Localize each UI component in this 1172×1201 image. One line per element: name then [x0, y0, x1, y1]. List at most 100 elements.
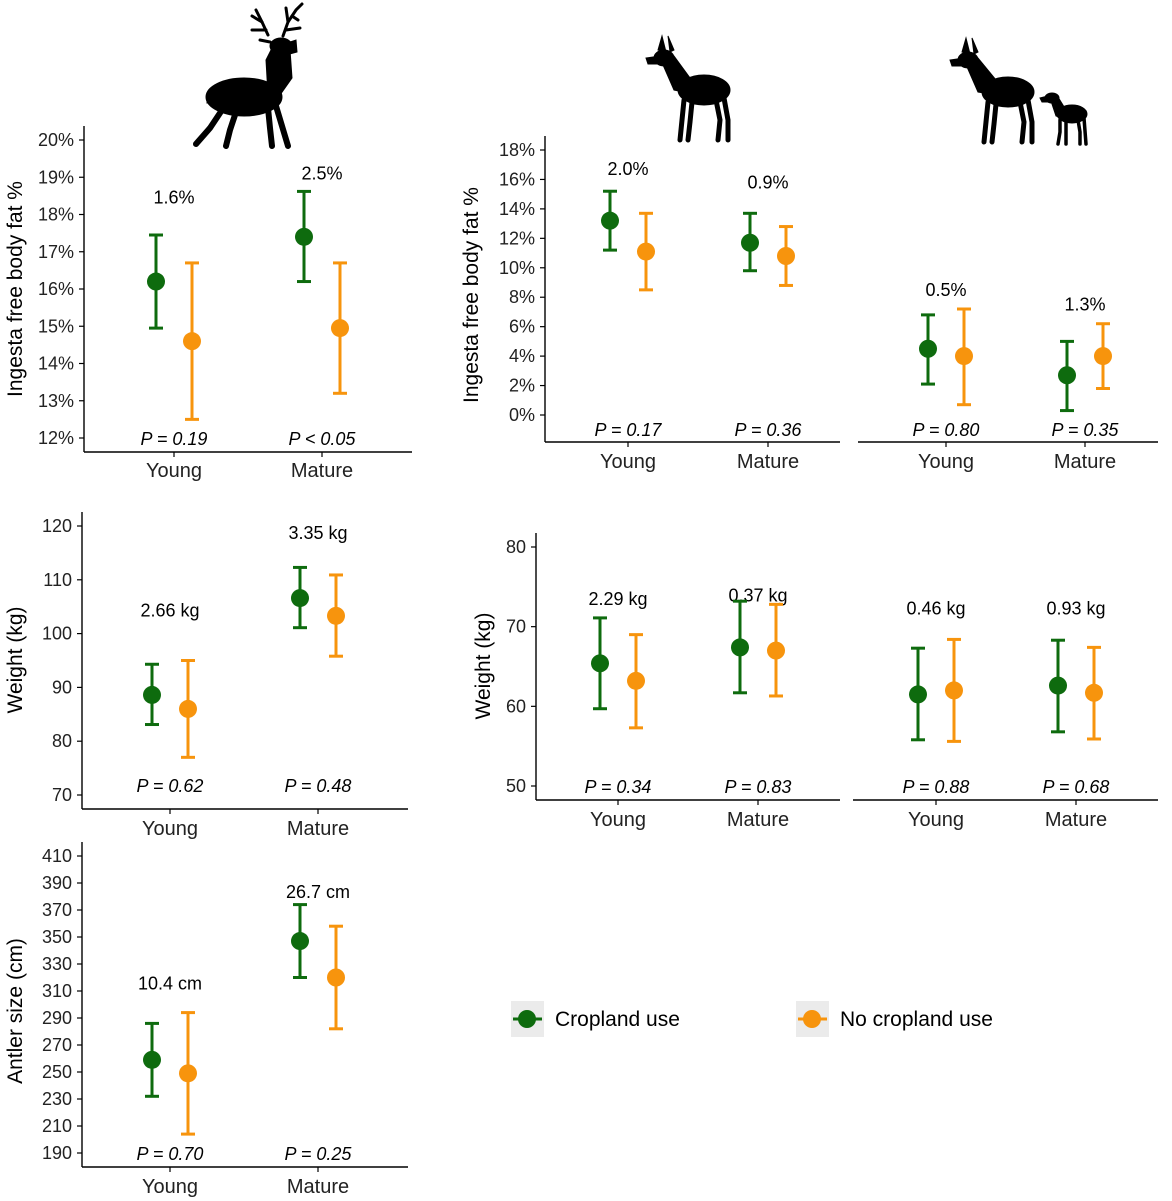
mean-marker [1085, 683, 1103, 702]
point-no-cropland-use-mature [777, 225, 795, 287]
point-no-cropland-use-young [183, 261, 201, 421]
y-tick-label: 8% [509, 287, 535, 307]
x-tick-label-mature: Mature [1045, 809, 1107, 831]
x-tick-label-mature: Mature [737, 451, 799, 473]
mean-marker [147, 272, 165, 291]
y-tick-label: 290 [42, 1008, 72, 1028]
y-tick-label: 410 [42, 846, 72, 866]
p-value-label-young: P = 0.62 [137, 776, 204, 796]
panel-hind-weight: 50 60 70 80 Weight (kg) Young 2.29 kg P = 0.34 M… [472, 533, 840, 831]
panel-stag-fat: 12% 13% 14% 15% 16% 17% 18% 19% 20% Ingesta free … [4, 126, 412, 482]
y-tick-label: 120 [42, 516, 72, 536]
mean-marker [731, 638, 749, 657]
mean-marker [591, 654, 609, 673]
p-value-label-mature: P = 0.25 [285, 1144, 353, 1164]
y-axis-label: Ingesta free body fat % [4, 181, 27, 397]
panel-hindcalf-fat: Young 0.5% P = 0.80 Mature 1.3% P = 0.35 [858, 280, 1158, 473]
x-tick-label-young: Young [600, 451, 656, 473]
point-cropland-use-young [601, 189, 619, 252]
panel-stag-weight: 70 80 90 100 110 120 Weight (kg) Young 2.66 kg P … [4, 512, 408, 840]
difference-label-mature: 1.3% [1064, 295, 1105, 315]
difference-label-young: 0.46 kg [906, 598, 965, 618]
p-value-label-young: P = 0.88 [903, 777, 970, 797]
point-no-cropland-use-mature [327, 573, 345, 658]
y-tick-label: 80 [52, 731, 72, 751]
y-tick-label: 390 [42, 873, 72, 893]
point-no-cropland-use-mature [331, 261, 349, 395]
legend-marker-no-cropland [803, 1010, 821, 1028]
point-cropland-use-mature [1058, 339, 1076, 413]
p-value-label-mature: P < 0.05 [289, 429, 357, 449]
x-tick-label-mature: Mature [727, 809, 789, 831]
difference-label-young: 1.6% [153, 188, 194, 208]
point-no-cropland-use-mature [1094, 322, 1112, 390]
y-tick-label: 16% [38, 279, 74, 299]
point-cropland-use-young [909, 646, 927, 742]
y-tick-label: 14% [499, 199, 535, 219]
p-value-label-mature: P = 0.68 [1043, 777, 1110, 797]
y-axis-label: Ingesta free body fat % [460, 187, 483, 403]
mean-marker [1058, 366, 1076, 385]
y-tick-label: 14% [38, 354, 74, 374]
y-tick-label: 60 [506, 696, 526, 716]
mean-marker [179, 699, 197, 718]
x-tick-label-young: Young [142, 818, 198, 840]
y-tick-label: 310 [42, 981, 72, 1001]
hind-with-calf-silhouette-icon [949, 36, 1088, 146]
mean-marker [777, 247, 795, 265]
point-cropland-use-young [143, 1021, 161, 1098]
panel-hind-fat: 0% 2% 4% 6% 8% 10% 12% 14% 16% 18% Ingesta free bo… [460, 136, 840, 473]
legend-label-cropland: Cropland use [555, 1008, 680, 1031]
y-tick-label: 330 [42, 954, 72, 974]
x-tick-label-mature: Mature [1054, 451, 1116, 473]
x-tick-label-mature: Mature [287, 818, 349, 840]
x-tick-label-young: Young [146, 460, 202, 482]
difference-label-young: 2.0% [607, 159, 648, 179]
y-tick-label: 12% [499, 228, 535, 248]
y-tick-label: 50 [506, 776, 526, 796]
difference-label-mature: 0.93 kg [1046, 598, 1105, 618]
x-tick-label-young: Young [908, 809, 964, 831]
mean-marker [291, 589, 309, 608]
panel-hindcalf-weight: Young 0.46 kg P = 0.88 Mature 0.93 kg P = 0.6… [853, 598, 1158, 831]
p-value-label-mature: P = 0.35 [1052, 420, 1120, 440]
y-tick-label: 190 [42, 1143, 72, 1163]
point-cropland-use-mature [291, 565, 309, 630]
mean-marker [143, 685, 161, 704]
p-value-label-mature: P = 0.36 [735, 420, 803, 440]
y-tick-label: 230 [42, 1089, 72, 1109]
x-tick-label-young: Young [142, 1176, 198, 1198]
mean-marker [183, 332, 201, 351]
mean-marker [327, 968, 345, 987]
difference-label-mature: 0.9% [747, 172, 788, 192]
y-tick-label: 10% [499, 258, 535, 278]
mean-marker [909, 685, 927, 704]
y-tick-label: 4% [509, 346, 535, 366]
legend-marker-cropland [518, 1010, 536, 1028]
mean-marker [179, 1064, 197, 1083]
x-tick-label-young: Young [590, 809, 646, 831]
point-no-cropland-use-mature [327, 924, 345, 1031]
point-no-cropland-use-young [179, 1011, 197, 1136]
point-no-cropland-use-young [955, 307, 973, 407]
point-no-cropland-use-young [945, 637, 963, 743]
mean-marker [945, 681, 963, 700]
point-no-cropland-use-young [179, 659, 197, 759]
mean-marker [767, 641, 785, 660]
point-cropland-use-young [591, 616, 609, 711]
y-tick-label: 20% [38, 130, 74, 150]
y-tick-label: 350 [42, 927, 72, 947]
y-tick-label: 13% [38, 391, 74, 411]
point-cropland-use-young [147, 233, 165, 330]
p-value-label-mature: P = 0.83 [725, 777, 792, 797]
stag-silhouette-icon [193, 2, 304, 149]
point-no-cropland-use-young [627, 633, 645, 730]
mean-marker [143, 1050, 161, 1069]
mean-marker [291, 932, 309, 951]
y-tick-label: 6% [509, 317, 535, 337]
mean-marker [637, 242, 655, 261]
y-axis-label: Antler size (cm) [4, 938, 27, 1084]
point-cropland-use-mature [1049, 638, 1067, 734]
point-cropland-use-mature [291, 903, 309, 979]
y-tick-label: 15% [38, 316, 74, 336]
